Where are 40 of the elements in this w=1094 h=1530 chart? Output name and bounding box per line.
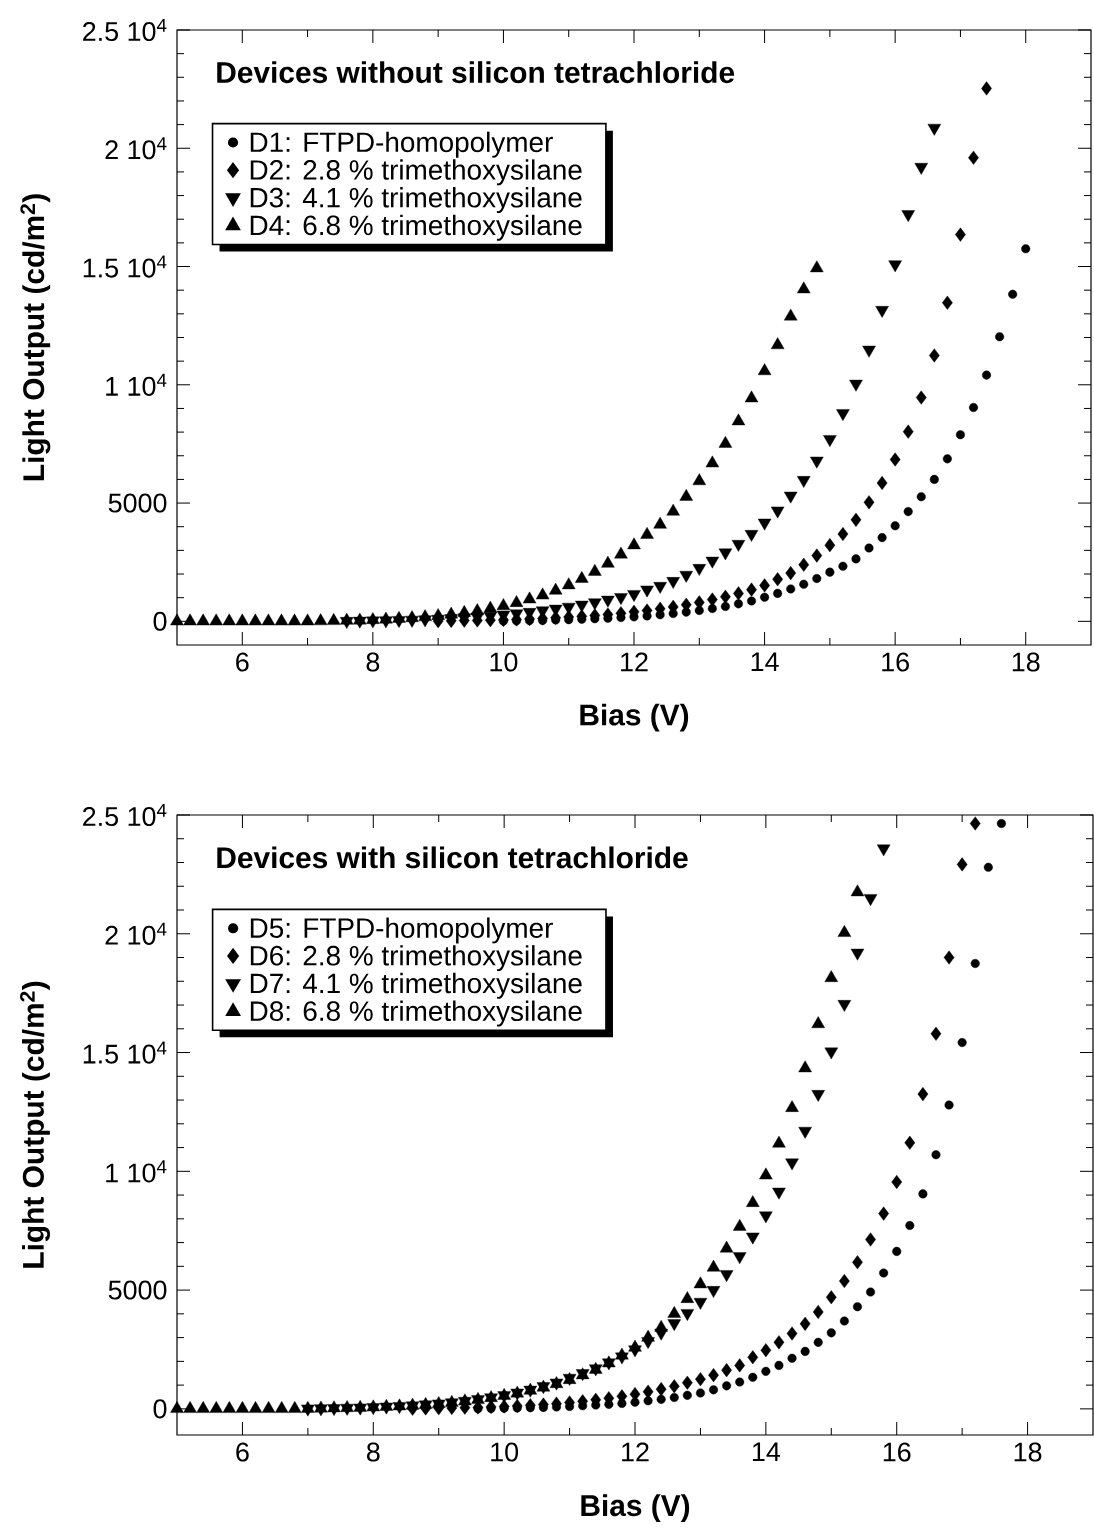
y-axis-title: Light Output (cd/m$^{2}$) bbox=[20, 194, 51, 481]
y-axis-title: Light Output (cd/m$^{2}$) bbox=[20, 981, 50, 1268]
legend-label: D6: 2.8 % trimethoxysilane bbox=[250, 945, 582, 972]
x-tick-label: 14 bbox=[751, 652, 779, 672]
x-tick-label: 16 bbox=[882, 652, 909, 672]
x-axis-title: Bias (V) bbox=[580, 703, 689, 732]
text: Devices without silicon tetrachloride bbox=[217, 61, 735, 84]
x-tick-label: 14 bbox=[752, 1442, 781, 1462]
x-tick-label: 10 bbox=[491, 1442, 519, 1462]
y-tick-label: 2.5 10$^{4}$ bbox=[83, 18, 167, 42]
legend-label: D8: 6.8 % trimethoxysilane bbox=[250, 1000, 582, 1027]
x-tick-label: 6 bbox=[236, 652, 249, 672]
y-tick-label: 1 10$^{4}$ bbox=[106, 1160, 167, 1183]
y-tick-label: 1.5 10$^{4}$ bbox=[83, 1041, 167, 1064]
x-tick-label: 12 bbox=[622, 1442, 649, 1462]
y-tick-label: 2 10$^{4}$ bbox=[105, 922, 167, 945]
y-tick-label: 1 10$^{4}$ bbox=[106, 373, 167, 396]
x-tick-label: 12 bbox=[621, 652, 648, 672]
x-tick-label: 8 bbox=[366, 1442, 380, 1462]
text: Devices with silicon tetrachloride bbox=[217, 846, 688, 869]
y-tick-label: 2 10$^{4}$ bbox=[105, 137, 167, 160]
y-tick-label: 5000 bbox=[108, 493, 167, 513]
y-tick-label: 5000 bbox=[108, 1280, 167, 1300]
x-tick-label: 18 bbox=[1014, 1442, 1042, 1462]
x-axis-title: Bias (V) bbox=[581, 1494, 690, 1523]
legend-label: D5: FTPD-homopolymer bbox=[250, 917, 553, 944]
x-tick-label: 16 bbox=[883, 1442, 911, 1462]
y-tick-label: 1.5 10$^{4}$ bbox=[83, 255, 167, 278]
x-tick-label: 8 bbox=[366, 652, 380, 672]
x-tick-label: 18 bbox=[1012, 652, 1040, 672]
y-tick-label: 0 bbox=[153, 611, 167, 631]
x-tick-label: 10 bbox=[490, 652, 518, 672]
legend-label: D4: 6.8 % trimethoxysilane bbox=[250, 214, 582, 241]
legend-label: D2: 2.8 % trimethoxysilane bbox=[250, 159, 582, 186]
y-tick-label: 0 bbox=[153, 1399, 167, 1419]
legend-label: D3: 4.1 % trimethoxysilane bbox=[250, 187, 582, 214]
legend-label: D1: FTPD-homopolymer bbox=[250, 131, 553, 158]
legend-label: D7: 4.1 % trimethoxysilane bbox=[250, 972, 582, 999]
y-tick-label: 2.5 10$^{4}$ bbox=[83, 803, 167, 827]
x-tick-label: 6 bbox=[236, 1442, 249, 1462]
